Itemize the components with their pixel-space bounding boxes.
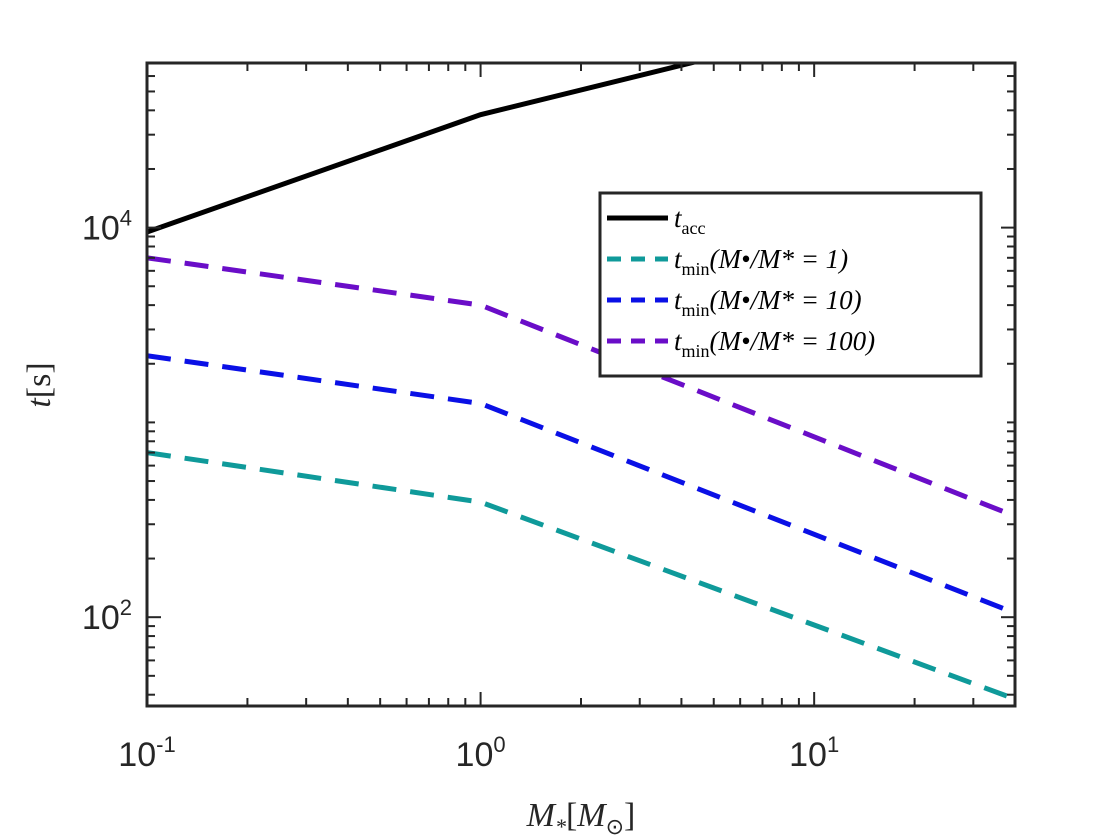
series-group bbox=[147, 63, 1015, 702]
legend-label-1: tmin(M•/M* = 1) bbox=[674, 244, 848, 279]
y-tick-label-0: 102 bbox=[82, 595, 132, 637]
tick-label-group: 10-1 100 101 102 104 bbox=[82, 206, 839, 774]
series-line-0 bbox=[147, 63, 701, 235]
plot-area bbox=[147, 63, 1015, 706]
x-axis-label: M*[M⊙] bbox=[526, 797, 636, 839]
legend-box bbox=[598, 191, 983, 378]
axes-box bbox=[145, 61, 1017, 708]
x-tick-label-2: 101 bbox=[789, 732, 839, 774]
x-tick-label-0: 10-1 bbox=[118, 732, 175, 774]
legend-label-2: tmin(M•/M* = 10) bbox=[674, 285, 862, 320]
x-tick-label-1: 100 bbox=[456, 732, 506, 774]
legend-label-0: tacc bbox=[674, 203, 705, 238]
legend: tacc tmin(M•/M* = 1) tmin(M•/M* = 10) tmin(… bbox=[598, 191, 983, 378]
legend-label-3: tmin(M•/M* = 100) bbox=[674, 326, 875, 361]
y-tick-label-1: 104 bbox=[82, 206, 132, 248]
y-axis-label: t[s] bbox=[21, 362, 58, 407]
